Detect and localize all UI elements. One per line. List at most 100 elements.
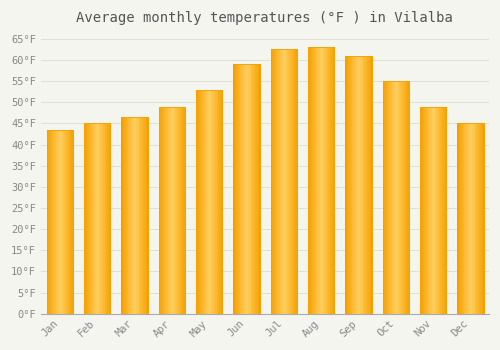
Bar [444,106,446,314]
Bar [106,124,108,314]
Bar [252,64,254,314]
Bar [248,64,250,314]
Bar [436,106,438,314]
Bar [142,117,143,314]
Bar [345,56,372,314]
Bar [52,130,54,314]
Bar [358,56,359,314]
Bar [122,117,124,314]
Bar [345,56,346,314]
Bar [434,106,435,314]
Bar [99,124,100,314]
Bar [443,106,444,314]
Bar [272,49,274,314]
Bar [470,124,471,314]
Bar [121,117,148,314]
Bar [292,49,294,314]
Bar [218,90,220,314]
Bar [70,130,71,314]
Bar [86,124,88,314]
Bar [216,90,218,314]
Bar [428,106,430,314]
Bar [320,47,322,314]
Bar [396,81,398,314]
Bar [366,56,367,314]
Bar [323,47,324,314]
Bar [212,90,214,314]
Bar [130,117,131,314]
Bar [184,106,186,314]
Bar [479,124,480,314]
Bar [46,130,48,314]
Bar [457,124,483,314]
Bar [204,90,206,314]
Bar [203,90,204,314]
Bar [174,106,175,314]
Bar [388,81,390,314]
Bar [471,124,472,314]
Bar [296,49,298,314]
Bar [200,90,202,314]
Bar [171,106,172,314]
Bar [98,124,99,314]
Bar [408,81,410,314]
Bar [258,64,260,314]
Bar [394,81,395,314]
Bar [280,49,281,314]
Bar [162,106,164,314]
Bar [170,106,171,314]
Bar [182,106,184,314]
Bar [180,106,182,314]
Bar [202,90,203,314]
Bar [318,47,319,314]
Bar [332,47,334,314]
Bar [314,47,316,314]
Bar [435,106,436,314]
Bar [246,64,247,314]
Bar [158,106,160,314]
Bar [160,106,162,314]
Bar [400,81,402,314]
Bar [395,81,396,314]
Bar [63,130,64,314]
Bar [334,47,336,314]
Bar [367,56,368,314]
Bar [134,117,135,314]
Bar [102,124,103,314]
Bar [251,64,252,314]
Bar [94,124,95,314]
Bar [132,117,134,314]
Bar [467,124,468,314]
Bar [168,106,170,314]
Bar [309,47,310,314]
Bar [136,117,138,314]
Bar [240,64,242,314]
Bar [211,90,212,314]
Bar [50,130,52,314]
Bar [310,47,312,314]
Bar [59,130,60,314]
Bar [238,64,240,314]
Bar [234,64,236,314]
Bar [131,117,132,314]
Bar [446,106,448,314]
Bar [472,124,474,314]
Bar [206,90,207,314]
Bar [360,56,362,314]
Bar [128,117,130,314]
Bar [222,90,224,314]
Bar [431,106,432,314]
Bar [210,90,211,314]
Bar [392,81,394,314]
Bar [236,64,238,314]
Bar [288,49,290,314]
Bar [270,49,272,314]
Bar [244,64,246,314]
Bar [290,49,291,314]
Bar [468,124,469,314]
Bar [286,49,287,314]
Bar [354,56,355,314]
Bar [404,81,406,314]
Bar [247,64,248,314]
Bar [474,124,475,314]
